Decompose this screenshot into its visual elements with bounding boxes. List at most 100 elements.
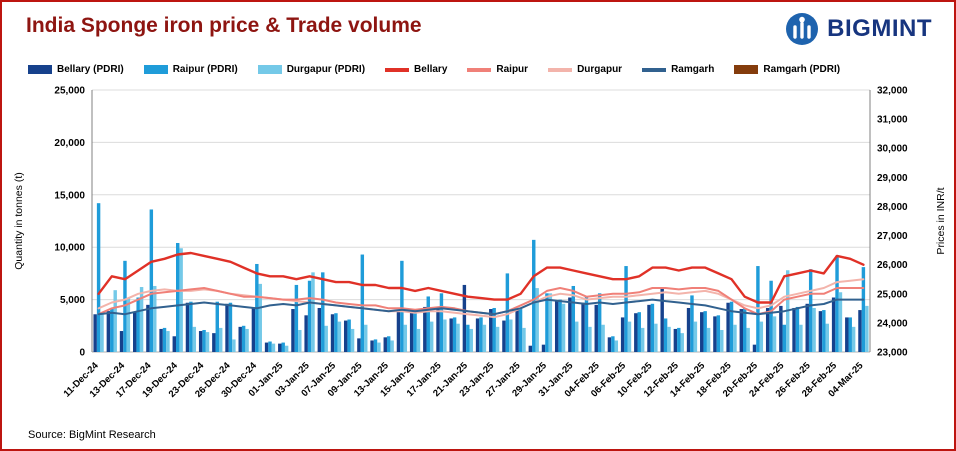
bar <box>795 306 800 352</box>
bar <box>765 307 770 352</box>
bar <box>373 339 378 352</box>
bar <box>654 323 658 352</box>
bar <box>294 284 299 352</box>
legend-item-raipur: Raipur <box>467 64 528 75</box>
bar <box>403 324 408 352</box>
bar <box>110 309 114 352</box>
bar <box>492 307 496 352</box>
legend-item-ramgarh-pdri: Ramgarh (PDRI) <box>734 64 840 75</box>
bar <box>311 272 315 352</box>
bar <box>426 296 430 352</box>
bar <box>495 326 500 352</box>
legend-label: Durgapur <box>577 64 623 75</box>
bar <box>637 312 641 352</box>
right-axis-title: Prices in INR/t <box>935 187 947 254</box>
bar <box>489 309 493 352</box>
bar <box>113 290 117 352</box>
bar <box>93 314 97 352</box>
bigmint-logo-icon <box>786 13 819 45</box>
bar <box>192 326 197 352</box>
legend-label: Raipur (PDRI) <box>172 64 238 75</box>
bar <box>779 305 783 352</box>
bar <box>726 302 730 352</box>
bar <box>505 273 510 352</box>
bar <box>825 323 829 352</box>
bar <box>146 304 150 352</box>
combo-chart: 0 5,000 10,000 15,000 20,000 25,000 23,000 24,0… <box>13 86 947 400</box>
bar <box>663 318 668 352</box>
legend-label: Ramgarh (PDRI) <box>763 64 841 75</box>
bar <box>176 243 180 352</box>
bar <box>149 209 154 352</box>
bar <box>597 293 602 352</box>
bar <box>650 303 655 352</box>
bar <box>739 309 744 352</box>
bar <box>851 326 856 352</box>
bar <box>607 337 612 352</box>
bar <box>818 311 823 352</box>
right-axis-tick: 30,000 <box>877 144 908 155</box>
bar <box>185 302 190 352</box>
bar <box>518 309 523 352</box>
left-axis-tick: 10,000 <box>54 243 85 254</box>
bar <box>172 336 176 352</box>
bar <box>258 283 262 352</box>
legend-label: Raipur <box>496 64 529 75</box>
legend-swatch-bellary-pdri <box>28 65 52 74</box>
bar <box>640 327 645 352</box>
right-axis-tick: 29,000 <box>877 173 908 184</box>
bar <box>386 336 391 352</box>
bar <box>133 312 137 352</box>
legend-label: Durgapur (PDRI) <box>286 64 366 75</box>
legend-swatch-ramgarh <box>642 67 667 72</box>
bar <box>673 328 678 352</box>
bar <box>198 331 203 352</box>
bar <box>337 321 342 352</box>
right-axis-tick: 26,000 <box>877 260 908 271</box>
bar <box>588 326 592 352</box>
bar <box>324 325 328 352</box>
bar <box>532 239 536 352</box>
legend-swatch-durgapur-pdri <box>257 65 282 74</box>
bar <box>759 321 764 352</box>
bar <box>782 324 786 352</box>
legend-swatch-raipur <box>467 67 492 72</box>
bar <box>848 317 852 352</box>
left-axis-tick: 25,000 <box>54 86 85 97</box>
bar <box>568 297 572 352</box>
bar <box>106 311 111 352</box>
bar <box>416 328 421 352</box>
bar <box>554 300 559 352</box>
bar <box>690 295 694 352</box>
right-axis-tick: 25,000 <box>877 289 908 300</box>
bar <box>620 317 625 352</box>
bar <box>439 293 444 352</box>
bar <box>627 321 632 352</box>
bar <box>535 288 539 352</box>
bar <box>162 327 167 352</box>
bar <box>202 329 206 352</box>
bar <box>271 343 276 352</box>
right-axis-tick: 32,000 <box>877 86 908 97</box>
bar <box>822 310 826 352</box>
left-axis-tick: 15,000 <box>54 190 85 201</box>
legend-item-bellary: Bellary <box>385 64 447 75</box>
bar <box>594 304 598 352</box>
right-axis-tick: 24,000 <box>877 318 908 329</box>
bar <box>100 312 104 352</box>
bar <box>383 337 387 352</box>
bar <box>343 320 348 352</box>
bar <box>238 326 242 352</box>
bar <box>390 340 394 352</box>
chart-title: India Sponge iron price & Trade volume <box>26 14 422 37</box>
bar <box>166 331 170 352</box>
bar <box>364 324 368 352</box>
bar <box>96 203 101 352</box>
bar <box>611 336 615 352</box>
bigmint-wordmark: BIGMINT <box>827 15 932 42</box>
bar <box>396 310 401 352</box>
bar <box>831 297 836 352</box>
right-axis-tick: 27,000 <box>877 231 908 242</box>
bar <box>291 309 295 352</box>
bar <box>436 307 440 352</box>
